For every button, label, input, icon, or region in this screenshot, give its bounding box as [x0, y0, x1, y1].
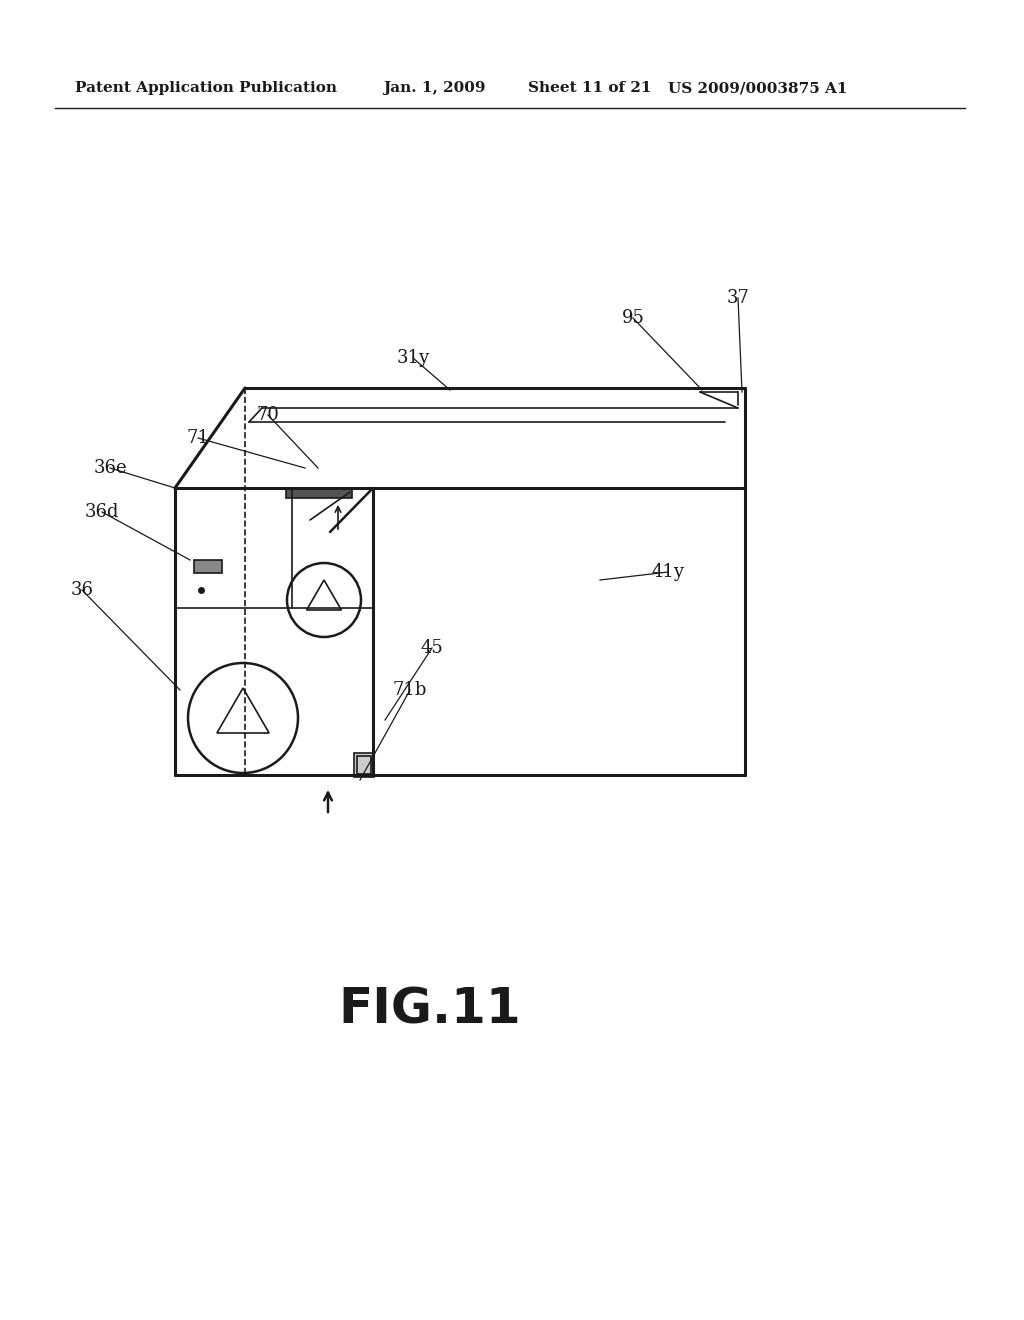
Text: 71: 71 [186, 429, 210, 447]
Text: 31y: 31y [396, 348, 429, 367]
Text: Patent Application Publication: Patent Application Publication [75, 81, 337, 95]
Text: FIG.11: FIG.11 [339, 986, 521, 1034]
Text: 71b: 71b [393, 681, 427, 700]
Polygon shape [286, 488, 352, 498]
Bar [354, 752, 374, 777]
Text: Sheet 11 of 21: Sheet 11 of 21 [528, 81, 651, 95]
Text: 36: 36 [71, 581, 93, 599]
Text: 36d: 36d [85, 503, 119, 521]
Text: 95: 95 [622, 309, 644, 327]
Text: Jan. 1, 2009: Jan. 1, 2009 [383, 81, 485, 95]
Text: 37: 37 [727, 289, 750, 308]
Text: 36e: 36e [93, 459, 127, 477]
Bar [194, 560, 222, 573]
Text: 70: 70 [257, 407, 280, 424]
Text: 41y: 41y [651, 564, 684, 581]
Text: 45: 45 [421, 639, 443, 657]
Bar [357, 756, 371, 774]
Text: US 2009/0003875 A1: US 2009/0003875 A1 [668, 81, 848, 95]
